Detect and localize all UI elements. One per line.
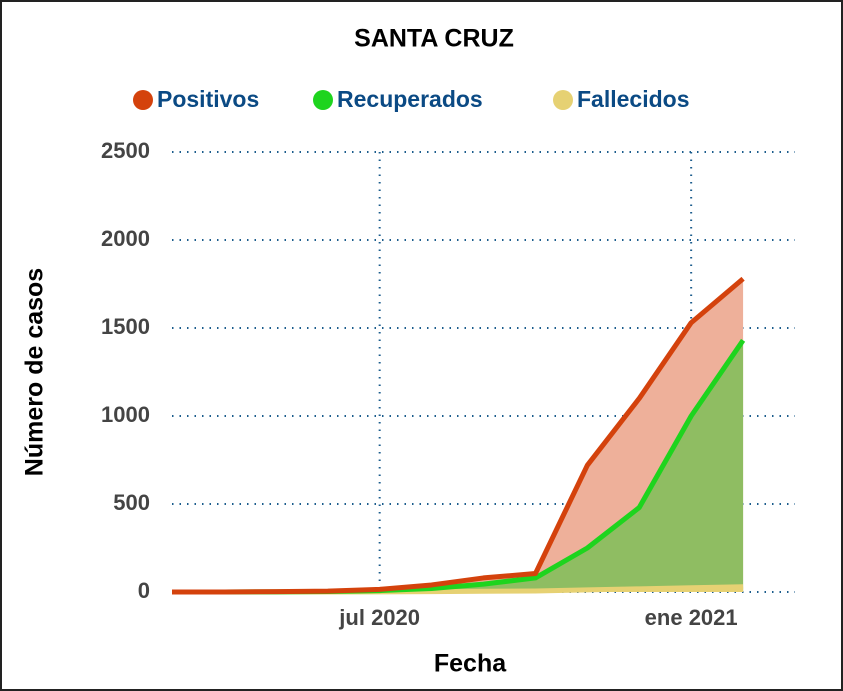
y-tick-label: 2500 — [101, 138, 150, 163]
legend-label: Positivos — [157, 86, 259, 112]
series-area — [172, 340, 744, 592]
y-axis-label: Número de casos — [21, 268, 49, 476]
y-tick-label: 1500 — [101, 314, 150, 339]
x-tick-label: jul 2020 — [338, 605, 420, 630]
legend-marker — [313, 90, 333, 110]
y-tick-label: 500 — [113, 490, 150, 515]
legend-marker — [133, 90, 153, 110]
y-tick-label: 0 — [138, 578, 150, 603]
legend-label: Recuperados — [337, 86, 483, 112]
legend-marker — [553, 90, 573, 110]
chart-title: SANTA CRUZ — [354, 25, 514, 53]
legend-label: Fallecidos — [577, 86, 689, 112]
y-tick-label: 2000 — [101, 226, 150, 251]
series-line — [172, 276, 745, 595]
x-axis-label: Fecha — [434, 650, 507, 678]
x-tick-label: ene 2021 — [645, 605, 738, 630]
series-area — [172, 278, 744, 592]
y-tick-label: 1000 — [101, 402, 150, 427]
